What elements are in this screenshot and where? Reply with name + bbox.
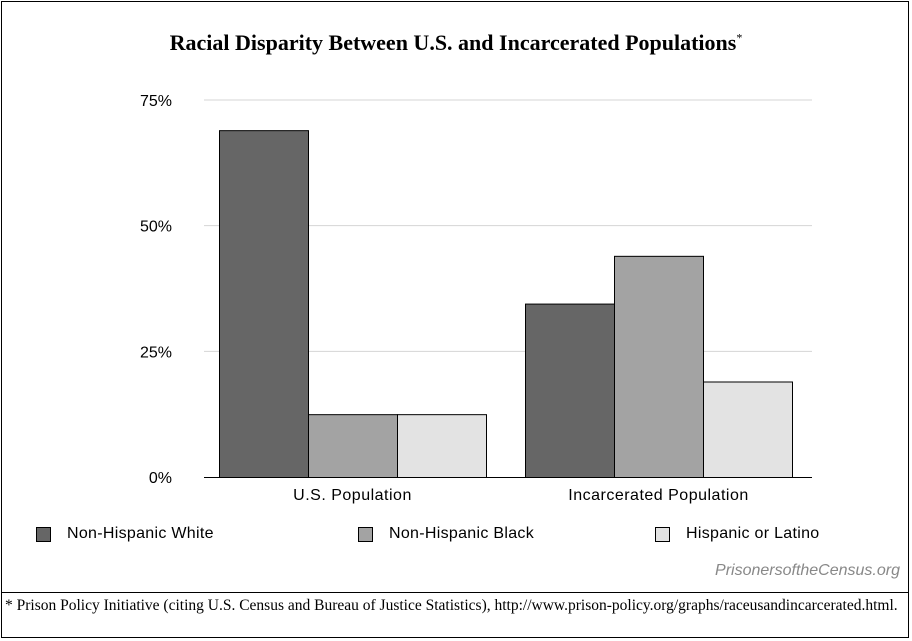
legend-item: Non-Hispanic White: [36, 525, 214, 543]
bar-chart: 0% 25% 50% 75% U.S. Population Incarcerated P…: [140, 93, 812, 504]
y-tick-label: 25%: [140, 344, 172, 361]
chart-title: Racial Disparity Between U.S. and Incarc…: [0, 30, 912, 56]
x-tick-label: U.S. Population: [293, 487, 412, 504]
bar: [219, 130, 309, 478]
footnote-divider: [1, 592, 909, 593]
y-tick-label: 75%: [140, 93, 172, 110]
bar: [703, 381, 793, 479]
legend-label: Non-Hispanic Black: [389, 525, 535, 542]
legend-label: Hispanic or Latino: [686, 525, 820, 542]
legend-item: Hispanic or Latino: [655, 525, 819, 543]
legend-swatch: [358, 526, 373, 542]
legend-item: Non-Hispanic Black: [358, 525, 534, 543]
bar: [397, 414, 487, 478]
bar: [614, 255, 704, 478]
legend-swatch: [36, 526, 51, 542]
title-footnote-marker: *: [736, 30, 743, 45]
watermark: PrisonersoftheCensus.org: [715, 562, 900, 579]
footnote: * Prison Policy Initiative (citing U.S. …: [5, 597, 898, 614]
x-tick-label: Incarcerated Population: [568, 487, 749, 504]
y-tick-label: 50%: [140, 219, 172, 236]
bar: [525, 303, 615, 478]
chart-legend: Non-Hispanic White Non-Hispanic Black Hisp…: [0, 525, 912, 551]
y-tick-label: 0%: [149, 470, 172, 487]
chart-title-text: Racial Disparity Between U.S. and Incarc…: [169, 30, 737, 55]
legend-label: Non-Hispanic White: [67, 525, 214, 542]
bar: [308, 414, 398, 478]
legend-swatch: [655, 526, 670, 542]
